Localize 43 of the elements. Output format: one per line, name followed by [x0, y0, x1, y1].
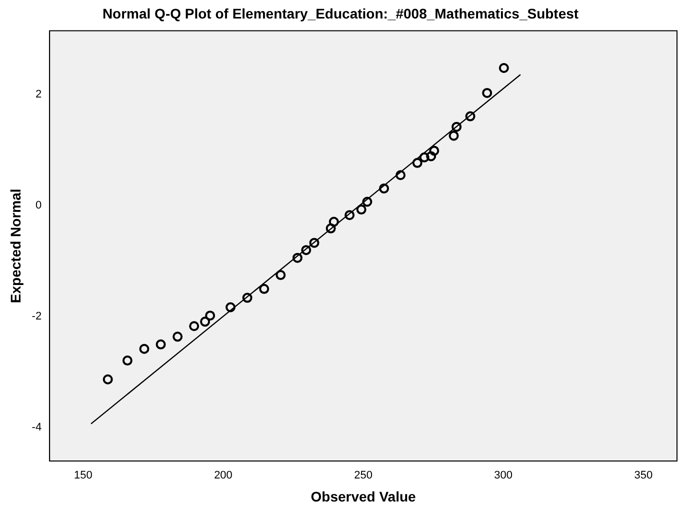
point [292, 252, 302, 263]
point [242, 292, 252, 303]
point [205, 310, 216, 321]
x-tick-label: 250 [354, 470, 372, 482]
point [356, 204, 366, 215]
y-tick-label: -2 [32, 310, 42, 323]
point [448, 130, 459, 141]
point [328, 216, 339, 227]
y-tick-label: 2 [35, 88, 42, 101]
y-tick-label: 0 [35, 200, 42, 212]
point [102, 374, 113, 384]
point [189, 321, 200, 332]
point [276, 270, 286, 280]
point [226, 302, 236, 312]
point [139, 344, 150, 354]
point [482, 88, 492, 98]
point [452, 122, 462, 132]
y-tick-label: -4 [32, 422, 42, 434]
point [309, 238, 320, 248]
x-tick-label: 200 [214, 470, 232, 482]
point [301, 245, 312, 256]
point [379, 183, 390, 194]
point [396, 170, 406, 180]
y-axis-title: Expected Normal [7, 188, 24, 304]
point [172, 332, 183, 342]
point [344, 210, 355, 220]
point [326, 223, 336, 234]
point [259, 284, 270, 294]
point [429, 146, 440, 156]
point [498, 62, 509, 73]
x-tick-label: 300 [494, 470, 513, 482]
point [122, 356, 132, 366]
point [465, 111, 476, 122]
x-axis-title: Observed Value [310, 488, 416, 504]
point [200, 316, 210, 327]
point [362, 196, 372, 207]
x-tick-label: 350 [634, 470, 653, 482]
chart-title: Normal Q-Q Plot of Elementary_Education:_#008_Mathematics_Subtest [102, 5, 579, 22]
x-tick-label: 150 [74, 470, 92, 482]
point [426, 151, 436, 162]
point [412, 158, 422, 168]
point [156, 339, 166, 350]
point [419, 152, 430, 162]
